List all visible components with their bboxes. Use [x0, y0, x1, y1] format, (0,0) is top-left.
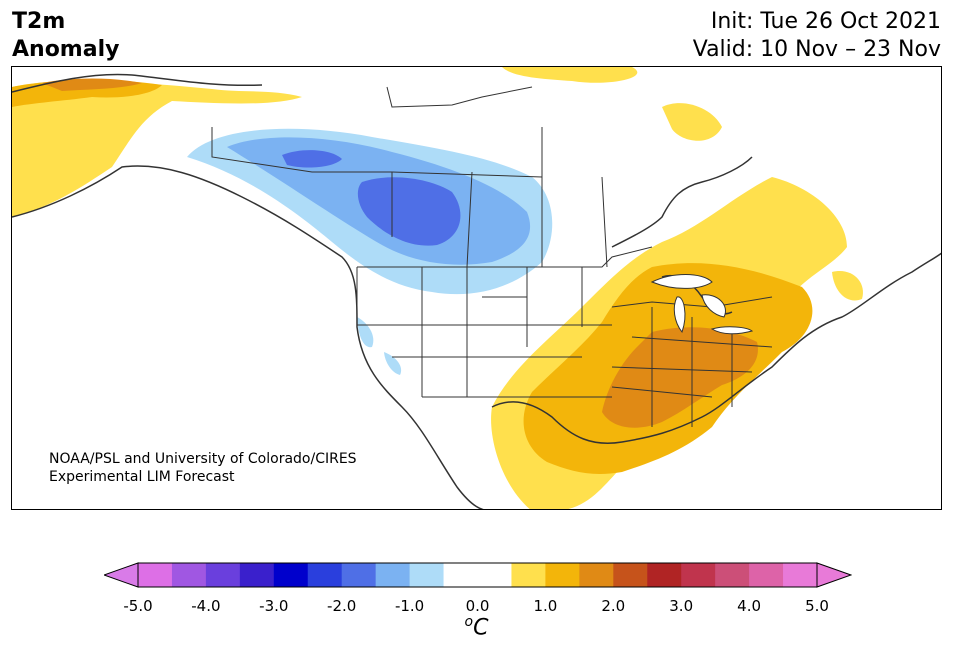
- colorbar-extend-min: [104, 562, 139, 588]
- colorbar-segment: [341, 563, 377, 587]
- anomaly-map: [11, 66, 942, 510]
- colorbar-tick-label: 1.0: [533, 597, 558, 615]
- california-cold: [384, 352, 402, 375]
- colorbar-tick-label: 0.0: [465, 597, 490, 615]
- unit-base: C: [473, 615, 489, 641]
- colorbar-segment: [307, 563, 343, 587]
- unit-degree: o: [464, 614, 474, 630]
- colorbar-segment: [375, 563, 411, 587]
- map-title: T2m Anomaly: [12, 8, 119, 64]
- colorbar-tick-label: -3.0: [259, 597, 289, 615]
- alaska-warm-yellow: [12, 81, 302, 217]
- colorbar-segment: [749, 563, 784, 587]
- forecast-dates: Init: Tue 26 Oct 2021 Valid: 10 Nov – 23…: [693, 8, 941, 64]
- colorbar-tick-label: -1.0: [394, 597, 425, 615]
- alaska-warm-gold: [12, 79, 162, 107]
- colorbar-segment: [511, 563, 546, 587]
- colorbar-segment: [171, 563, 207, 587]
- colorbar-segment: [783, 563, 818, 587]
- colorbar-segment: [613, 563, 648, 587]
- colorbar-segments: [138, 563, 818, 587]
- canada-cold-blue-west: [282, 150, 342, 168]
- greenland-warm-yellow: [662, 103, 722, 141]
- canada-cold-blue: [357, 177, 461, 246]
- colorbar-segment: [715, 563, 750, 587]
- colorbar-tick-label: 5.0: [805, 597, 829, 615]
- colorbar-extend-max: [816, 562, 852, 588]
- title-line-1: T2m: [12, 9, 66, 34]
- credit-text: NOAA/PSL and University of Colorado/CIRE…: [49, 450, 357, 486]
- valid-range: Valid: 10 Nov – 23 Nov: [692, 37, 941, 62]
- colorbar-tick-label: -5.0: [123, 597, 153, 615]
- colorbar-segment: [409, 563, 445, 587]
- arctic-warm-yellow: [502, 67, 638, 83]
- alaska-warm-orange: [42, 78, 142, 91]
- great-lakes: [650, 274, 754, 335]
- colorbar-unit: oC: [0, 614, 953, 640]
- political-boundaries: [211, 86, 773, 427]
- colorbar: [104, 562, 852, 588]
- colorbar-segment: [443, 563, 478, 587]
- colorbar-segment: [138, 563, 173, 587]
- colorbar-tick-labels: -5.0 -4.0 -3.0 -2.0 -1.0 0.0 1.0 2.0 3.0 4.0 5.0: [0, 597, 953, 617]
- map-canvas: [12, 67, 941, 509]
- colorbar-tick-label: 4.0: [737, 597, 762, 615]
- credit-line-1: NOAA/PSL and University of Colorado/CIRE…: [49, 451, 357, 467]
- colorbar-outline: [137, 562, 818, 588]
- colorbar-segment: [647, 563, 682, 587]
- colorbar-segment: [681, 563, 716, 587]
- colorbar-segment: [477, 563, 512, 587]
- colorbar-tick-label: 3.0: [669, 597, 694, 615]
- credit-line-2: Experimental LIM Forecast: [49, 469, 235, 485]
- title-line-2: Anomaly: [12, 37, 120, 62]
- colorbar-tick-label: -4.0: [191, 597, 221, 615]
- east-warm-orange: [602, 327, 758, 428]
- colorbar-tick-label: -2.0: [327, 597, 357, 615]
- northeast-warm-yellow: [832, 271, 863, 301]
- colorbar-segment: [205, 563, 241, 587]
- colorbar-segment: [579, 563, 614, 587]
- init-date: Init: Tue 26 Oct 2021: [710, 9, 941, 34]
- colorbar-segment: [545, 563, 580, 587]
- colorbar-segment: [273, 563, 309, 587]
- colorbar-tick-label: 2.0: [601, 597, 626, 615]
- colorbar-segment: [239, 563, 275, 587]
